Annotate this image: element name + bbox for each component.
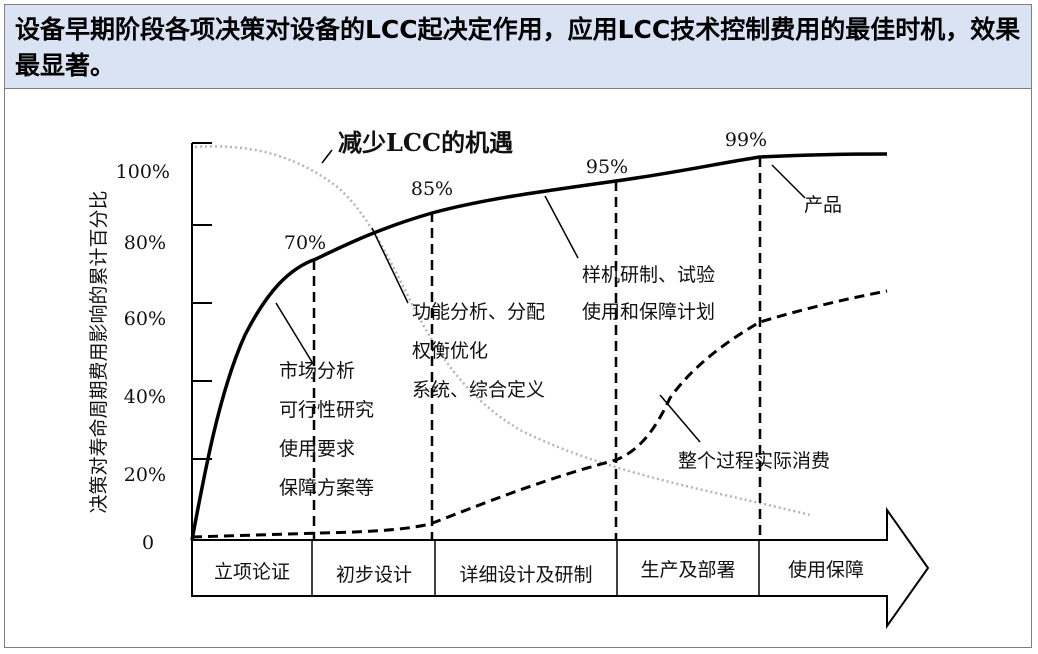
slide-title: 设备早期阶段各项决策对设备的LCC起决定作用，应用LCC技术控制费用的最佳时机，…	[15, 15, 1021, 80]
detailed-note-line: 使用和保障计划	[582, 301, 715, 323]
phase-label: 立项论证	[214, 561, 290, 583]
opportunity-curve	[194, 145, 811, 517]
concept-note-line: 市场分析	[279, 360, 355, 382]
opportunity-leader	[321, 149, 333, 164]
product-leader	[771, 164, 806, 199]
actual-cost-leader	[659, 394, 701, 443]
y-tick-label: 100%	[116, 161, 170, 183]
detailed-note-leader	[544, 195, 579, 259]
y-tick-label: 60%	[124, 308, 166, 330]
phase-label: 使用保障	[788, 559, 864, 581]
curve-point-label: 99%	[725, 129, 767, 151]
preliminary-note-line: 系统、综合定义	[412, 379, 545, 401]
actual-cost-label: 整个过程实际消费	[678, 450, 830, 472]
preliminary-note-line: 功能分析、分配	[412, 301, 545, 323]
concept-note-line: 保障方案等	[279, 477, 374, 499]
preliminary-note-line: 权衡优化	[412, 340, 488, 362]
y-axis-label: 决策对寿命周期费用影响的累计百分比	[88, 190, 110, 513]
y-tick-label: 80%	[124, 232, 166, 254]
phase-label: 详细设计及研制	[459, 564, 592, 586]
curve-point-label: 70%	[284, 232, 326, 254]
concept-note-leader	[275, 302, 313, 363]
header-banner: 设备早期阶段各项决策对设备的LCC起决定作用，应用LCC技术控制费用的最佳时机，…	[5, 5, 1031, 89]
y-tick-label: 40%	[124, 386, 166, 408]
curve-point-label: 95%	[586, 156, 628, 178]
actual-cost-curve	[191, 289, 888, 539]
y-tick-label: 20%	[124, 464, 166, 486]
phase-label: 初步设计	[336, 564, 412, 586]
phase-timeline-arrow	[191, 506, 930, 630]
product-label: 产品	[804, 194, 842, 216]
detailed-note-line: 样机研制、试验	[582, 264, 715, 286]
preliminary-note-leader	[371, 227, 409, 304]
curve-point-label: 85%	[411, 178, 453, 200]
y-tick-label: 0	[142, 532, 154, 554]
opportunity-label: 减少LCC的机遇	[338, 128, 513, 157]
concept-note-line: 可行性研究	[279, 399, 374, 421]
concept-note-line: 使用要求	[279, 438, 355, 460]
phase-label: 生产及部署	[640, 559, 735, 581]
